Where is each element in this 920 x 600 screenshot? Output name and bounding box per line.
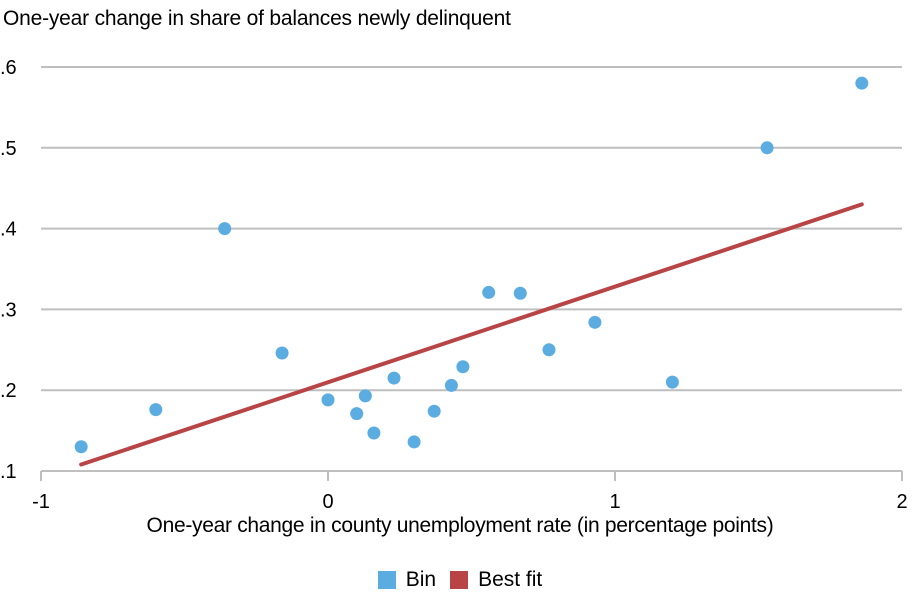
bin-point xyxy=(367,426,381,440)
bin-point xyxy=(542,343,556,357)
x-tick-label: 1 xyxy=(609,491,620,513)
bin-point xyxy=(482,285,496,299)
bin-point xyxy=(218,222,232,236)
legend-label-best-fit: Best fit xyxy=(478,568,543,591)
y-tick-label: .1 xyxy=(0,461,17,483)
bin-point xyxy=(149,403,163,417)
x-tick-label: 0 xyxy=(322,491,333,513)
bin-point xyxy=(74,440,88,454)
legend-item-best-fit: Best fit xyxy=(450,568,542,592)
bin-point xyxy=(275,346,289,360)
y-tick-label: .6 xyxy=(0,57,17,79)
y-tick-label: .2 xyxy=(0,380,17,402)
bin-point xyxy=(350,407,364,421)
bin-point xyxy=(387,371,401,385)
gridlines xyxy=(41,66,902,392)
bin-point xyxy=(456,360,470,374)
bin-point xyxy=(513,286,527,300)
y-tick-label: .5 xyxy=(0,138,17,160)
legend-item-bin: Bin xyxy=(377,568,437,592)
bin-point xyxy=(407,435,421,449)
legend-label-bin: Bin xyxy=(405,568,437,591)
bin-point xyxy=(427,404,441,418)
bin-point xyxy=(665,375,679,389)
y-tick-label: .4 xyxy=(0,219,17,241)
x-axis: -1 0 1 2 xyxy=(32,470,908,513)
chart-title: One-year change in share of balances new… xyxy=(3,7,511,30)
bin-point xyxy=(444,378,458,392)
bin-point xyxy=(760,141,774,155)
bin-points xyxy=(74,76,869,454)
x-tick-label: 2 xyxy=(896,491,907,513)
x-axis-label: One-year change in county unemployment r… xyxy=(146,514,774,537)
bin-point xyxy=(358,389,372,403)
bin-point xyxy=(855,76,869,90)
best-fit-line xyxy=(79,202,864,467)
best-fit-swatch-icon xyxy=(450,571,469,589)
bin-point xyxy=(321,393,335,407)
y-axis-ticks: .1 .2 .3 .4 .5 .6 xyxy=(0,57,17,483)
x-tick-label: -1 xyxy=(32,491,50,513)
bin-swatch-icon xyxy=(377,571,396,589)
y-tick-label: .3 xyxy=(0,299,17,321)
legend: Bin Best fit xyxy=(0,568,920,592)
bin-point xyxy=(588,315,602,329)
